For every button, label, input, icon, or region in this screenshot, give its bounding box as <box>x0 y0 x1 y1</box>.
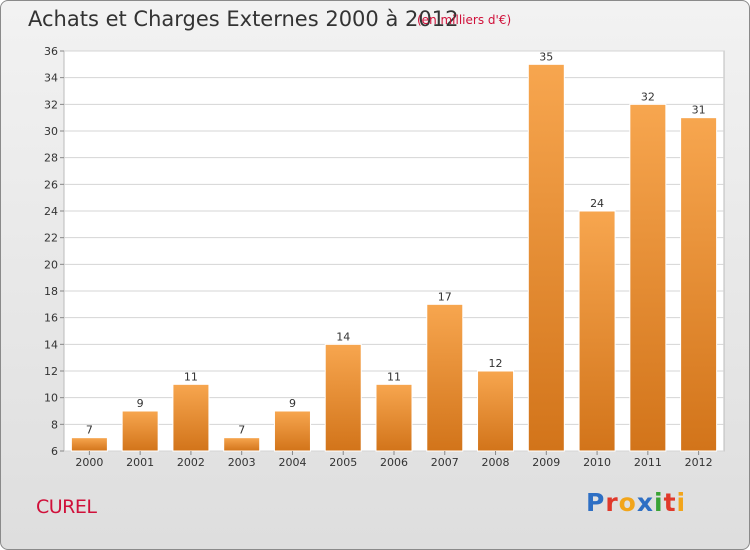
y-tick-label: 8 <box>51 418 58 431</box>
bar <box>477 370 515 452</box>
logo-letter: o <box>618 488 637 517</box>
bar <box>426 303 464 452</box>
x-tick-label: 2000 <box>75 456 103 469</box>
logo-letter: r <box>605 488 619 517</box>
bar-value-label: 7 <box>238 424 245 437</box>
x-tick-label: 2012 <box>685 456 713 469</box>
bar <box>527 63 565 452</box>
x-axis: 2000 2001 2002 2003 2004 2005 2006 2007 2008 2009… <box>75 451 713 469</box>
y-tick-label: 32 <box>44 98 58 111</box>
y-tick-label: 10 <box>44 392 58 405</box>
bar <box>223 437 261 452</box>
bar <box>375 383 413 452</box>
bar <box>70 437 108 452</box>
chart-subtitle: (en milliers d'€) <box>417 13 512 27</box>
bar <box>172 383 210 452</box>
bar-value-label: 12 <box>489 357 503 370</box>
x-tick-label: 2004 <box>278 456 306 469</box>
x-tick-label: 2008 <box>482 456 510 469</box>
bar-value-label: 9 <box>289 397 296 410</box>
proxiti-logo[interactable]: Proxiti <box>586 488 686 517</box>
y-tick-label: 36 <box>44 45 58 58</box>
y-tick-label: 16 <box>44 312 58 325</box>
x-tick-label: 2006 <box>380 456 408 469</box>
x-tick-label: 2002 <box>177 456 205 469</box>
commune-name: CUREL <box>36 496 97 518</box>
y-tick-label: 30 <box>44 125 58 138</box>
x-tick-label: 2005 <box>329 456 357 469</box>
bar <box>578 210 616 452</box>
x-tick-label: 2001 <box>126 456 154 469</box>
logo-letter: i <box>676 488 687 517</box>
logo-letter: t <box>663 488 677 517</box>
y-tick-label: 28 <box>44 152 58 165</box>
bar-value-label: 14 <box>336 330 350 343</box>
y-tick-label: 6 <box>51 445 58 458</box>
y-tick-label: 26 <box>44 178 58 191</box>
x-tick-label: 2010 <box>583 456 611 469</box>
y-tick-label: 18 <box>44 285 58 298</box>
logo-letter: i <box>654 488 664 517</box>
bar-value-label: 32 <box>641 90 655 103</box>
x-tick-label: 2007 <box>431 456 459 469</box>
y-axis: 6 8 10 12 14 16 18 20 22 24 26 28 30 32 34 36 <box>44 45 64 458</box>
y-tick-label: 20 <box>44 258 58 271</box>
logo-letter: x <box>636 488 654 517</box>
bar-value-label: 11 <box>184 370 198 383</box>
x-tick-label: 2009 <box>532 456 560 469</box>
bar-value-label: 9 <box>137 397 144 410</box>
bar-value-label: 31 <box>692 104 706 117</box>
bar <box>324 343 362 452</box>
bar-value-label: 11 <box>387 370 401 383</box>
logo-letter: P <box>586 488 606 517</box>
x-tick-label: 2003 <box>228 456 256 469</box>
bar <box>629 103 667 452</box>
chart-title: Achats et Charges Externes 2000 à 2012 <box>28 7 459 31</box>
bar-value-label: 7 <box>86 424 93 437</box>
bar-value-label: 24 <box>590 197 604 210</box>
y-tick-label: 14 <box>44 338 58 351</box>
x-tick-label: 2011 <box>634 456 662 469</box>
y-tick-label: 12 <box>44 365 58 378</box>
y-tick-label: 24 <box>44 205 58 218</box>
bar-value-label: 17 <box>438 290 452 303</box>
y-tick-label: 22 <box>44 232 58 245</box>
bar <box>273 410 311 452</box>
bar <box>121 410 159 452</box>
bar <box>680 117 718 452</box>
bar-value-label: 35 <box>539 50 553 63</box>
y-tick-label: 34 <box>44 72 58 85</box>
